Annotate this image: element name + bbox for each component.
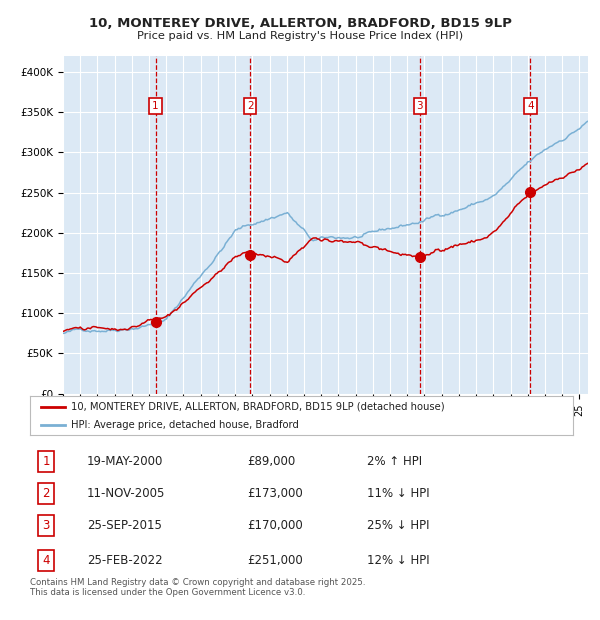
Text: 11-NOV-2005: 11-NOV-2005 <box>87 487 166 500</box>
Text: HPI: Average price, detached house, Bradford: HPI: Average price, detached house, Brad… <box>71 420 299 430</box>
Text: 25% ↓ HPI: 25% ↓ HPI <box>367 519 429 532</box>
Text: 4: 4 <box>43 554 50 567</box>
Text: 2: 2 <box>43 487 50 500</box>
Text: 3: 3 <box>416 100 423 111</box>
Text: 11% ↓ HPI: 11% ↓ HPI <box>367 487 429 500</box>
Text: 10, MONTEREY DRIVE, ALLERTON, BRADFORD, BD15 9LP: 10, MONTEREY DRIVE, ALLERTON, BRADFORD, … <box>89 17 511 30</box>
Text: 12% ↓ HPI: 12% ↓ HPI <box>367 554 429 567</box>
Text: £89,000: £89,000 <box>247 455 295 468</box>
Text: £173,000: £173,000 <box>247 487 303 500</box>
Text: Contains HM Land Registry data © Crown copyright and database right 2025.
This d: Contains HM Land Registry data © Crown c… <box>30 578 365 597</box>
Text: 1: 1 <box>43 455 50 468</box>
Text: 25-FEB-2022: 25-FEB-2022 <box>87 554 163 567</box>
Text: 1: 1 <box>152 100 159 111</box>
Text: 25-SEP-2015: 25-SEP-2015 <box>87 519 162 532</box>
Text: £170,000: £170,000 <box>247 519 303 532</box>
Text: 4: 4 <box>527 100 533 111</box>
Text: 10, MONTEREY DRIVE, ALLERTON, BRADFORD, BD15 9LP (detached house): 10, MONTEREY DRIVE, ALLERTON, BRADFORD, … <box>71 402 445 412</box>
Text: 3: 3 <box>43 519 50 532</box>
Text: 2: 2 <box>247 100 253 111</box>
Text: 19-MAY-2000: 19-MAY-2000 <box>87 455 163 468</box>
Text: Price paid vs. HM Land Registry's House Price Index (HPI): Price paid vs. HM Land Registry's House … <box>137 31 463 41</box>
Text: £251,000: £251,000 <box>247 554 303 567</box>
Text: 2% ↑ HPI: 2% ↑ HPI <box>367 455 422 468</box>
